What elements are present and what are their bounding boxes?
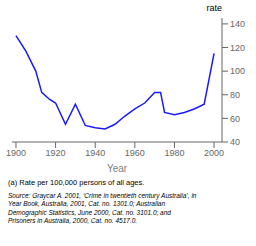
svg-text:140: 140	[230, 19, 245, 29]
svg-text:2000: 2000	[204, 148, 224, 158]
html-text:(a) Rate per 100,000 persons o: (a) Rate per 100,000 persons of all ages…	[8, 178, 145, 187]
svg-text:40: 40	[230, 137, 240, 147]
svg-text:1980: 1980	[164, 148, 184, 158]
html-text:Demographic Statistics, June 2: Demographic Statistics, June 2000, Cat. …	[8, 208, 171, 216]
html-text:Year Book, Australia, 2001, Ca: Year Book, Australia, 2001, Cat. no. 130…	[8, 200, 166, 208]
svg-text:80: 80	[230, 90, 240, 100]
html-text:Prisoners in Australia, 2000,: Prisoners in Australia, 2000, Cat. no. 4…	[8, 217, 138, 225]
svg-text:60: 60	[230, 114, 240, 124]
svg-text:1960: 1960	[125, 148, 145, 158]
svg-text:1900: 1900	[8, 148, 26, 158]
svg-text:100: 100	[230, 66, 245, 76]
svg-text:1920: 1920	[46, 148, 66, 158]
svg-text:1940: 1940	[85, 148, 105, 158]
svg-text:120: 120	[230, 43, 245, 53]
html-text:rate: rate	[206, 3, 222, 13]
html-text:Source: Graycar A. 2001, ‘Crim: Source: Graycar A. 2001, ‘Crime in twent…	[8, 191, 197, 199]
svg-text:Year: Year	[107, 163, 128, 174]
